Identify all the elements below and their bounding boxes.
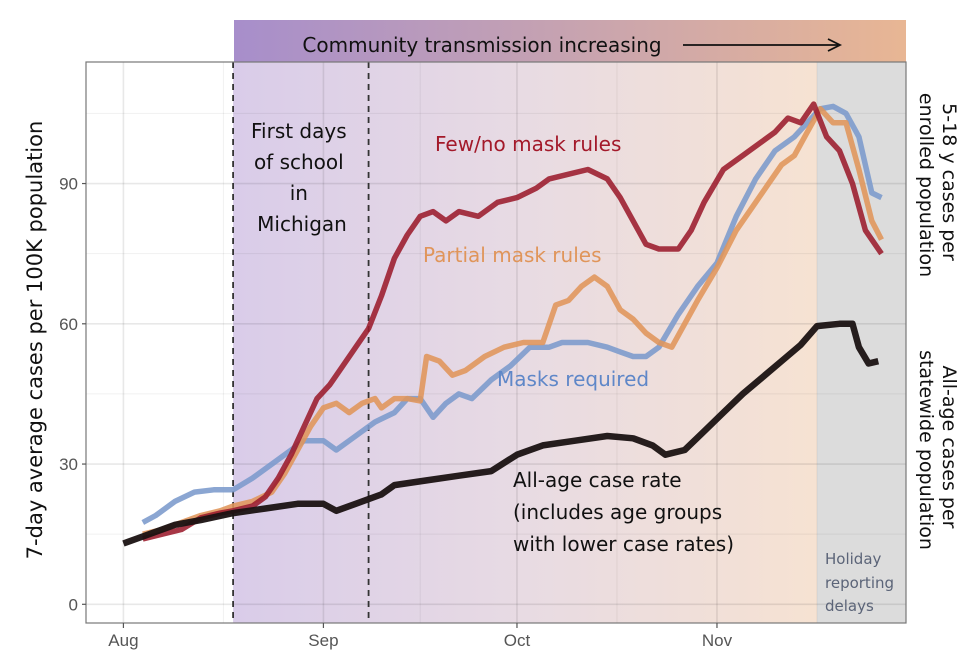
series-line-all-age-case-rate [122, 320, 880, 547]
series-line-masks-required [141, 103, 883, 525]
y-axis-title-left: 7-day average cases per 100K population [23, 121, 47, 560]
series-line-few-no-mask-rules [142, 101, 884, 542]
series-label-partial-mask: Partial mask rules [423, 243, 602, 267]
holiday-annotation: Holiday reporting delays [825, 550, 899, 615]
plot-border [85, 61, 907, 624]
y-axis: 0 30 60 90 [59, 175, 86, 614]
series-label-all-age: All-age case rate (includes age groups w… [513, 468, 734, 556]
series-line-partial-mask-rules [142, 106, 884, 537]
x-tick-label: Aug [108, 631, 138, 650]
y-tick-label: 30 [59, 455, 78, 474]
series-lines [122, 101, 884, 547]
series-label-few-no-mask: Few/no mask rules [435, 132, 621, 156]
x-tick-label: Oct [504, 631, 531, 650]
y-tick-label: 90 [59, 175, 78, 194]
y-axis-title-right-bottom: All-age cases per statewide population [915, 350, 960, 550]
banner-label: Community transmission increasing [302, 33, 661, 57]
banner-arrow [683, 38, 843, 52]
x-axis: Aug Sep Oct Nov [108, 623, 733, 650]
series-label-masks-required: Masks required [497, 367, 649, 391]
banner-background [234, 20, 906, 62]
school-window-lines [232, 62, 370, 623]
y-tick-label: 60 [59, 315, 78, 334]
x-tick-label: Sep [308, 631, 338, 650]
x-tick-label: Nov [702, 631, 733, 650]
school-annotation: First days of school in Michigan [251, 119, 353, 236]
y-tick-label: 0 [69, 595, 78, 614]
gridlines [86, 62, 906, 623]
y-axis-title-right-top: 5-18 y cases per enrolled population [915, 93, 960, 277]
